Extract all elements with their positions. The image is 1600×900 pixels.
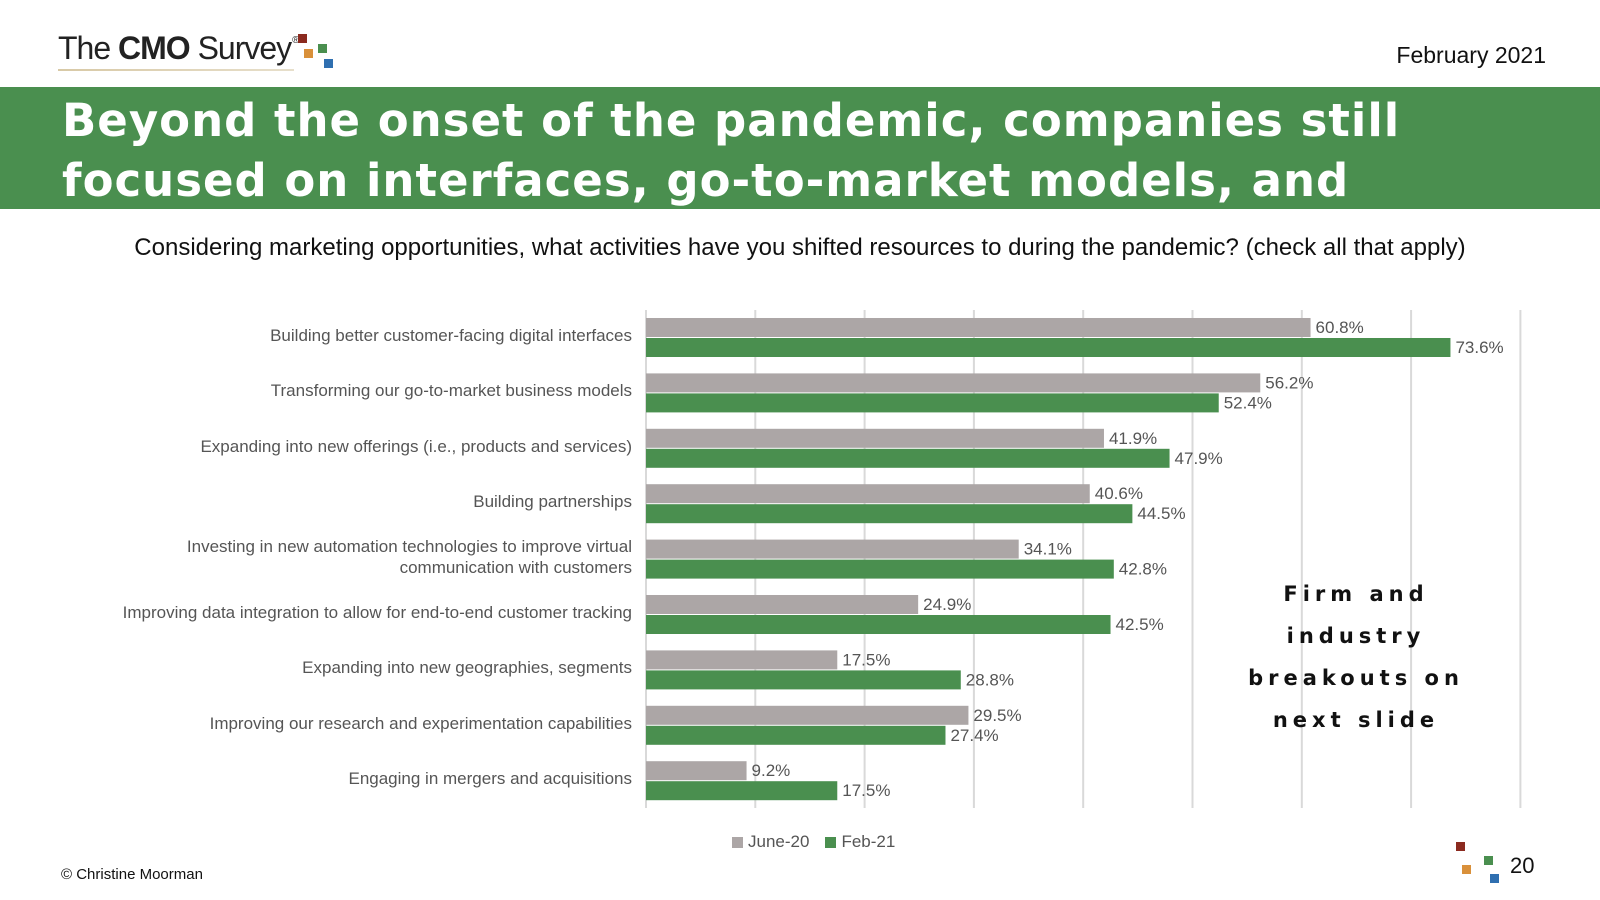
category-label: Expanding into new geographies, segments (32, 657, 632, 678)
category-label-line: Improving data integration to allow for … (122, 603, 632, 622)
legend-item-feb: Feb-21 (825, 832, 895, 852)
category-label-line: Expanding into new geographies, segments (302, 658, 632, 678)
data-label: 56.2% (1265, 373, 1313, 392)
category-label: Investing in new automation technologies… (32, 536, 632, 578)
page-number: 20 (1510, 853, 1535, 878)
legend-swatch-feb (825, 836, 837, 848)
bar-june (646, 650, 838, 670)
bar-june (646, 595, 919, 614)
copyright: © Christine Moorman (61, 866, 203, 883)
page-dot-green (1484, 856, 1493, 865)
category-label-line: Building better customer-facing digital … (270, 326, 632, 345)
data-label: 42.5% (1116, 615, 1164, 634)
data-label: 24.9% (923, 595, 971, 614)
category-label-line: Expanding into new offerings (i.e., prod… (200, 436, 632, 456)
bar-feb (646, 559, 1114, 579)
data-label: 52.4% (1224, 393, 1272, 412)
logo-dots-icon (296, 34, 336, 70)
callout-line-2: industry (1286, 624, 1426, 648)
legend-label-june: June-20 (748, 832, 810, 851)
bar-feb (646, 504, 1133, 524)
bar-june (646, 484, 1090, 504)
bar-feb (646, 725, 946, 745)
category-label-line: communication with customers (399, 558, 632, 578)
category-label: Improving data integration to allow for … (32, 602, 632, 623)
page-dot-blue (1490, 874, 1499, 883)
bar-june (646, 539, 1019, 559)
page-dot-orange (1462, 865, 1471, 874)
bar-june (646, 318, 1311, 337)
bar-feb (646, 670, 961, 690)
category-label: Expanding into new offerings (i.e., prod… (32, 436, 632, 457)
bar-feb (646, 781, 838, 801)
data-label: 27.4% (950, 726, 998, 745)
data-label: 42.8% (1119, 560, 1167, 579)
callout-line-3: breakouts on (1248, 666, 1464, 690)
bar-feb (646, 393, 1219, 413)
cmo-survey-logo: The CMO Survey® (58, 30, 300, 67)
data-label: 40.6% (1095, 484, 1143, 503)
category-label-line: Building partnerships (473, 492, 632, 512)
chart-legend: June-20 Feb-21 (732, 832, 895, 852)
data-label: 41.9% (1109, 429, 1157, 448)
data-label: 17.5% (842, 781, 890, 800)
bar-feb (646, 338, 1451, 357)
category-label-line: Engaging in mergers and acquisitions (348, 769, 632, 789)
page-dots-icon (1452, 842, 1502, 883)
title-banner: Beyond the onset of the pandemic, compan… (0, 87, 1600, 267)
data-label: 17.5% (842, 650, 890, 669)
page-title: Beyond the onset of the pandemic, compan… (62, 94, 1401, 267)
category-label: Building partnerships (32, 491, 632, 512)
logo-dot-blue (324, 59, 333, 68)
bar-june (646, 705, 969, 725)
logo-text-suffix: Survey (189, 30, 293, 66)
data-label: 44.5% (1137, 504, 1185, 523)
logo-underline (58, 69, 294, 71)
callout-line-1: Firm and (1283, 582, 1429, 606)
data-label: 28.8% (966, 670, 1014, 689)
category-label: Transforming our go-to-market business m… (32, 380, 632, 401)
logo-text-prefix: The (58, 30, 119, 66)
category-label: Improving our research and experimentati… (32, 713, 632, 734)
legend-item-june: June-20 (732, 832, 809, 852)
category-label-line: Transforming our go-to-market business m… (270, 381, 632, 401)
logo-text-bold: CMO (118, 30, 191, 66)
report-date: February 2021 (1396, 42, 1546, 68)
data-label: 34.1% (1024, 540, 1072, 559)
data-label: 60.8% (1316, 318, 1364, 337)
logo-dot-red (298, 34, 307, 43)
bar-june (646, 373, 1261, 393)
data-label: 9.2% (752, 761, 791, 780)
callout-line-4: next slide (1272, 708, 1440, 732)
bar-june (646, 428, 1104, 448)
bar-feb (646, 615, 1111, 634)
logo-dot-green (318, 44, 327, 53)
category-label: Engaging in mergers and acquisitions (32, 768, 632, 789)
data-label: 29.5% (973, 706, 1021, 725)
data-label: 47.9% (1175, 449, 1223, 468)
logo-registered: ® (292, 35, 299, 46)
category-label-line: Investing in new automation technologies… (186, 537, 632, 557)
legend-swatch-june (732, 836, 743, 848)
category-label: Building better customer-facing digital … (32, 325, 632, 346)
logo-dot-orange (304, 49, 313, 58)
survey-question: Considering marketing opportunities, wha… (134, 234, 1466, 261)
category-label-line: Improving our research and experimentati… (209, 713, 632, 733)
legend-label-feb: Feb-21 (841, 832, 896, 851)
data-label: 73.6% (1455, 338, 1503, 357)
bar-feb (646, 448, 1170, 468)
bar-june (646, 761, 747, 781)
callout-note: Firm and industry breakouts on next slid… (1236, 573, 1476, 741)
page-dot-red (1456, 842, 1465, 851)
